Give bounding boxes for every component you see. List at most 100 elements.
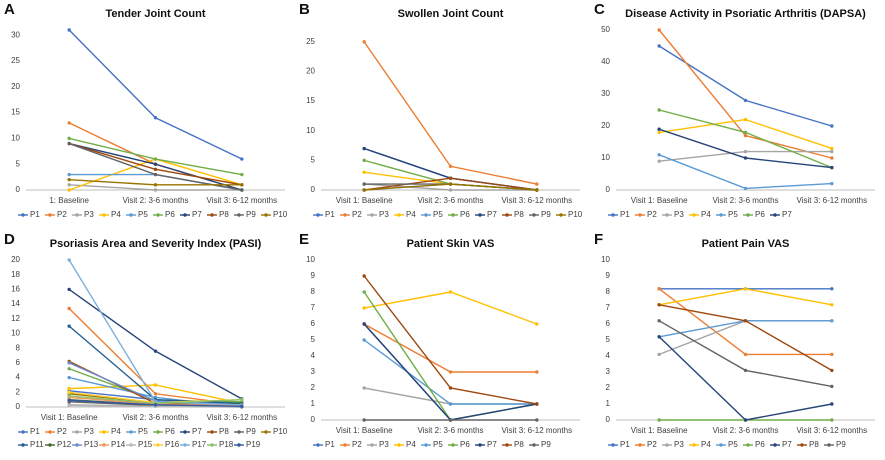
data-point [153, 383, 158, 387]
data-point [67, 394, 71, 398]
y-tick-label: 4 [311, 351, 316, 360]
legend-label: P5 [433, 210, 443, 219]
y-tick-label: 4 [606, 351, 611, 360]
data-point [535, 322, 539, 326]
legend-marker [21, 430, 25, 434]
data-point [67, 136, 71, 141]
legend-label: P4 [701, 440, 711, 449]
legend-label: P14 [111, 440, 126, 449]
series-line [658, 29, 833, 159]
data-point [743, 149, 748, 154]
legend-label: P6 [755, 440, 765, 449]
x-tick-label: Visit 1: Baseline [336, 196, 393, 205]
legend-label: P7 [487, 440, 497, 449]
x-tick-label: Visit 3: 6-12 months [502, 426, 573, 435]
legend-label: P2 [57, 210, 67, 219]
legend-marker [424, 213, 428, 217]
data-point [67, 287, 71, 292]
data-point [67, 258, 71, 262]
data-point [153, 403, 158, 407]
legend-label: P5 [138, 210, 148, 219]
y-tick-label: 7 [311, 303, 316, 312]
legend-label: P7 [782, 210, 792, 219]
y-tick-label: 40 [601, 57, 610, 66]
data-point [657, 159, 661, 163]
x-tick-label: Visit 2: 3-6 months [122, 413, 188, 422]
data-point [67, 386, 71, 391]
legend-marker [611, 443, 615, 447]
data-point [67, 188, 71, 192]
data-point [657, 130, 661, 135]
legend-label: P7 [487, 210, 497, 219]
legend-label: P9 [541, 440, 551, 449]
data-point [67, 403, 71, 408]
data-point [153, 188, 158, 192]
y-tick-label: 6 [311, 319, 316, 328]
legend-marker [183, 430, 187, 434]
data-point [830, 165, 834, 170]
legend-label: P11 [30, 440, 44, 449]
legend-label: P2 [647, 440, 657, 449]
chart-title: Swollen Joint Count [398, 8, 504, 20]
x-tick-label: Visit 3: 6-12 months [797, 196, 868, 205]
data-point [448, 370, 453, 374]
legend-marker [424, 443, 428, 447]
legend-label: P18 [219, 440, 234, 449]
y-tick-label: 20 [306, 67, 315, 76]
legend-label: P8 [219, 427, 229, 436]
y-tick-label: 18 [11, 270, 20, 279]
data-point [153, 172, 158, 177]
legend-label: P10 [273, 427, 288, 436]
legend-label: P3 [674, 210, 684, 219]
data-point [362, 158, 366, 163]
data-point [67, 121, 71, 125]
data-point [830, 319, 834, 323]
y-tick-label: 10 [11, 329, 20, 338]
legend-marker [370, 213, 374, 217]
data-point [240, 404, 244, 408]
y-tick-label: 30 [11, 30, 20, 39]
series-line [659, 320, 832, 338]
legend-marker [800, 443, 804, 447]
data-point [743, 368, 748, 373]
series-line [363, 275, 537, 405]
data-point [830, 384, 834, 389]
series-line [658, 336, 832, 421]
legend-marker [451, 213, 455, 217]
legend-marker [210, 213, 214, 217]
legend-marker [210, 443, 214, 447]
series-line [68, 29, 243, 160]
data-point [830, 352, 834, 357]
data-point [448, 182, 453, 186]
y-tick-label: 20 [11, 255, 20, 264]
legend-marker [156, 443, 160, 447]
legend-marker [638, 213, 642, 217]
y-tick-label: 1 [606, 399, 611, 408]
legend-marker [451, 443, 455, 447]
legend-label: P1 [325, 210, 335, 219]
legend-label: P8 [219, 210, 229, 219]
data-point [67, 306, 71, 311]
data-point [535, 182, 539, 186]
legend-label: P1 [30, 427, 40, 436]
data-point [657, 153, 661, 157]
legend-label: P4 [701, 210, 711, 219]
legend-label: P4 [406, 440, 416, 449]
data-point [657, 127, 661, 131]
panel: B Swollen Joint Count 0 5 10 15 20 25 Visit 1: B… [299, 1, 583, 219]
data-point [240, 397, 244, 402]
legend-label: P4 [111, 427, 121, 436]
data-point [830, 181, 834, 186]
data-point [67, 375, 71, 380]
data-point [657, 287, 661, 291]
legend-marker [397, 213, 401, 217]
y-tick-label: 0 [606, 415, 611, 424]
y-tick-label: 5 [606, 335, 611, 344]
y-tick-label: 5 [16, 159, 21, 168]
panel-label: C [594, 1, 605, 18]
legend-marker [505, 213, 509, 217]
legend-label: P13 [84, 440, 99, 449]
legend-label: P10 [568, 210, 583, 219]
y-tick-label: 4 [16, 373, 21, 382]
